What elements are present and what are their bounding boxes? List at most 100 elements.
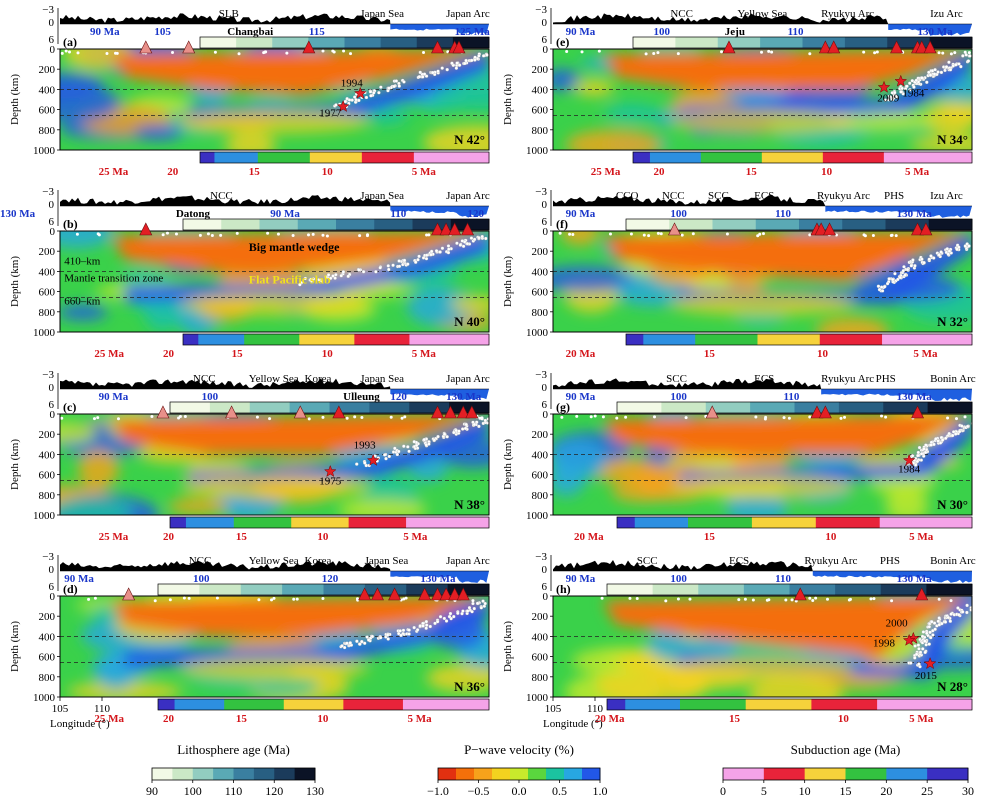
shallow-earthquake	[875, 50, 879, 54]
topo-tick-label: 6	[542, 399, 548, 411]
event-year-label: 1994	[341, 77, 364, 89]
earthquake	[324, 275, 328, 279]
earthquake	[342, 645, 347, 650]
shallow-earthquake	[872, 597, 876, 601]
earthquake	[357, 98, 361, 103]
depth-tick-label: 400	[532, 631, 549, 643]
velocity-blob	[60, 304, 108, 321]
lithosphere-age-segment	[183, 219, 222, 230]
annotation-label: 660–km	[64, 296, 101, 308]
subduction-age-bar	[625, 333, 973, 346]
subduction-age-label: 10	[317, 713, 329, 725]
intraplate-volcano-icon	[293, 405, 307, 419]
earthquake	[428, 624, 432, 629]
tomography-frame	[552, 230, 973, 333]
earthquake	[412, 625, 416, 630]
shallow-earthquake	[165, 231, 169, 235]
legend-tick-label: 90	[146, 784, 158, 798]
earthquake	[919, 452, 924, 456]
earthquake	[903, 273, 907, 277]
depth-tick-label: 600	[532, 105, 549, 117]
earthquake	[364, 463, 368, 468]
region-label: Yellow Sea	[737, 8, 787, 20]
topo-tick-label: 0	[49, 17, 55, 29]
topo-tick-label: −3	[42, 4, 54, 16]
earthquake	[354, 97, 358, 102]
earthquake	[887, 94, 892, 99]
arc-volcano-icon	[139, 222, 153, 236]
fast-slab	[124, 598, 489, 667]
subduction-age-segment	[214, 152, 259, 163]
lithosphere-age-segment	[416, 37, 454, 48]
depth-tick-label: 200	[39, 246, 56, 258]
subduction-age-segment	[291, 517, 350, 528]
earthquake	[893, 271, 897, 276]
earthquake	[957, 62, 961, 66]
shallow-earthquake	[889, 233, 893, 237]
tomography-frame	[59, 595, 490, 698]
lithosphere-age-segment	[170, 402, 211, 413]
region-label: ECS	[729, 555, 749, 567]
legend-swatch	[274, 768, 296, 780]
earthquake	[943, 620, 948, 624]
earthquake	[407, 628, 411, 632]
lithosphere-age-segment	[669, 219, 713, 230]
earthquake	[333, 276, 337, 280]
lithosphere-age-segment	[705, 402, 751, 413]
arc-volcano-icon	[915, 587, 929, 601]
lithosphere-age-segment	[449, 402, 490, 413]
depth-tick-label: 600	[39, 470, 56, 482]
earthquake	[900, 86, 904, 91]
lithosphere-age-label: 130 Ma	[420, 573, 456, 585]
panel-label: (e)	[556, 35, 569, 49]
shallow-earthquake	[349, 52, 353, 56]
lithosphere-age-label: 110	[788, 26, 804, 38]
lithosphere-age-label: 110	[775, 573, 791, 585]
topography-land	[553, 378, 822, 389]
earthquake	[385, 633, 390, 637]
shallow-earthquake	[427, 233, 431, 237]
shallow-earthquake	[257, 598, 261, 602]
earthquake	[887, 98, 891, 102]
arc-volcano-icon	[823, 222, 837, 236]
earthquake	[372, 91, 376, 95]
earthquake	[398, 629, 402, 633]
shallow-earthquake	[210, 234, 214, 238]
subduction-age-label: 5 Ma	[407, 713, 432, 725]
bathymetry-ocean	[390, 571, 489, 583]
region-label: Japan Sea	[365, 555, 409, 567]
earthquake	[331, 274, 335, 278]
velocity-blob	[553, 439, 607, 481]
shallow-earthquake	[664, 599, 668, 603]
shallow-earthquake	[937, 597, 941, 601]
subduction-age-label: 10	[322, 166, 334, 178]
fast-slab	[678, 416, 972, 485]
earthquake	[913, 463, 918, 467]
earthquake	[431, 70, 435, 75]
lithosphere-age-segment	[750, 402, 795, 413]
subduction-age-segment	[625, 699, 681, 710]
earthquake	[950, 433, 955, 438]
bathymetry-ocean	[390, 24, 489, 35]
arc-volcano-icon	[915, 40, 929, 54]
legend-swatch	[546, 768, 565, 780]
earthquake	[402, 80, 406, 84]
arc-volcano-icon	[911, 222, 925, 236]
shallow-earthquake	[356, 598, 360, 602]
earthquake	[399, 633, 403, 638]
topo-tick-label: −3	[42, 186, 54, 198]
bathymetry-ocean	[390, 389, 489, 401]
shallow-earthquake	[688, 597, 692, 601]
earthquake	[929, 254, 933, 258]
arc-volcano-icon	[439, 587, 453, 601]
shallow-earthquake	[808, 596, 812, 600]
shallow-earthquake	[219, 233, 223, 237]
earthquake	[931, 633, 935, 637]
shallow-earthquake	[311, 232, 315, 236]
earthquake	[407, 449, 411, 453]
shallow-earthquake	[96, 232, 100, 236]
annotation-label: Big mantle wedge	[249, 240, 340, 254]
earthquake	[957, 613, 961, 617]
earthquake	[458, 243, 463, 247]
earthquake	[965, 424, 970, 429]
